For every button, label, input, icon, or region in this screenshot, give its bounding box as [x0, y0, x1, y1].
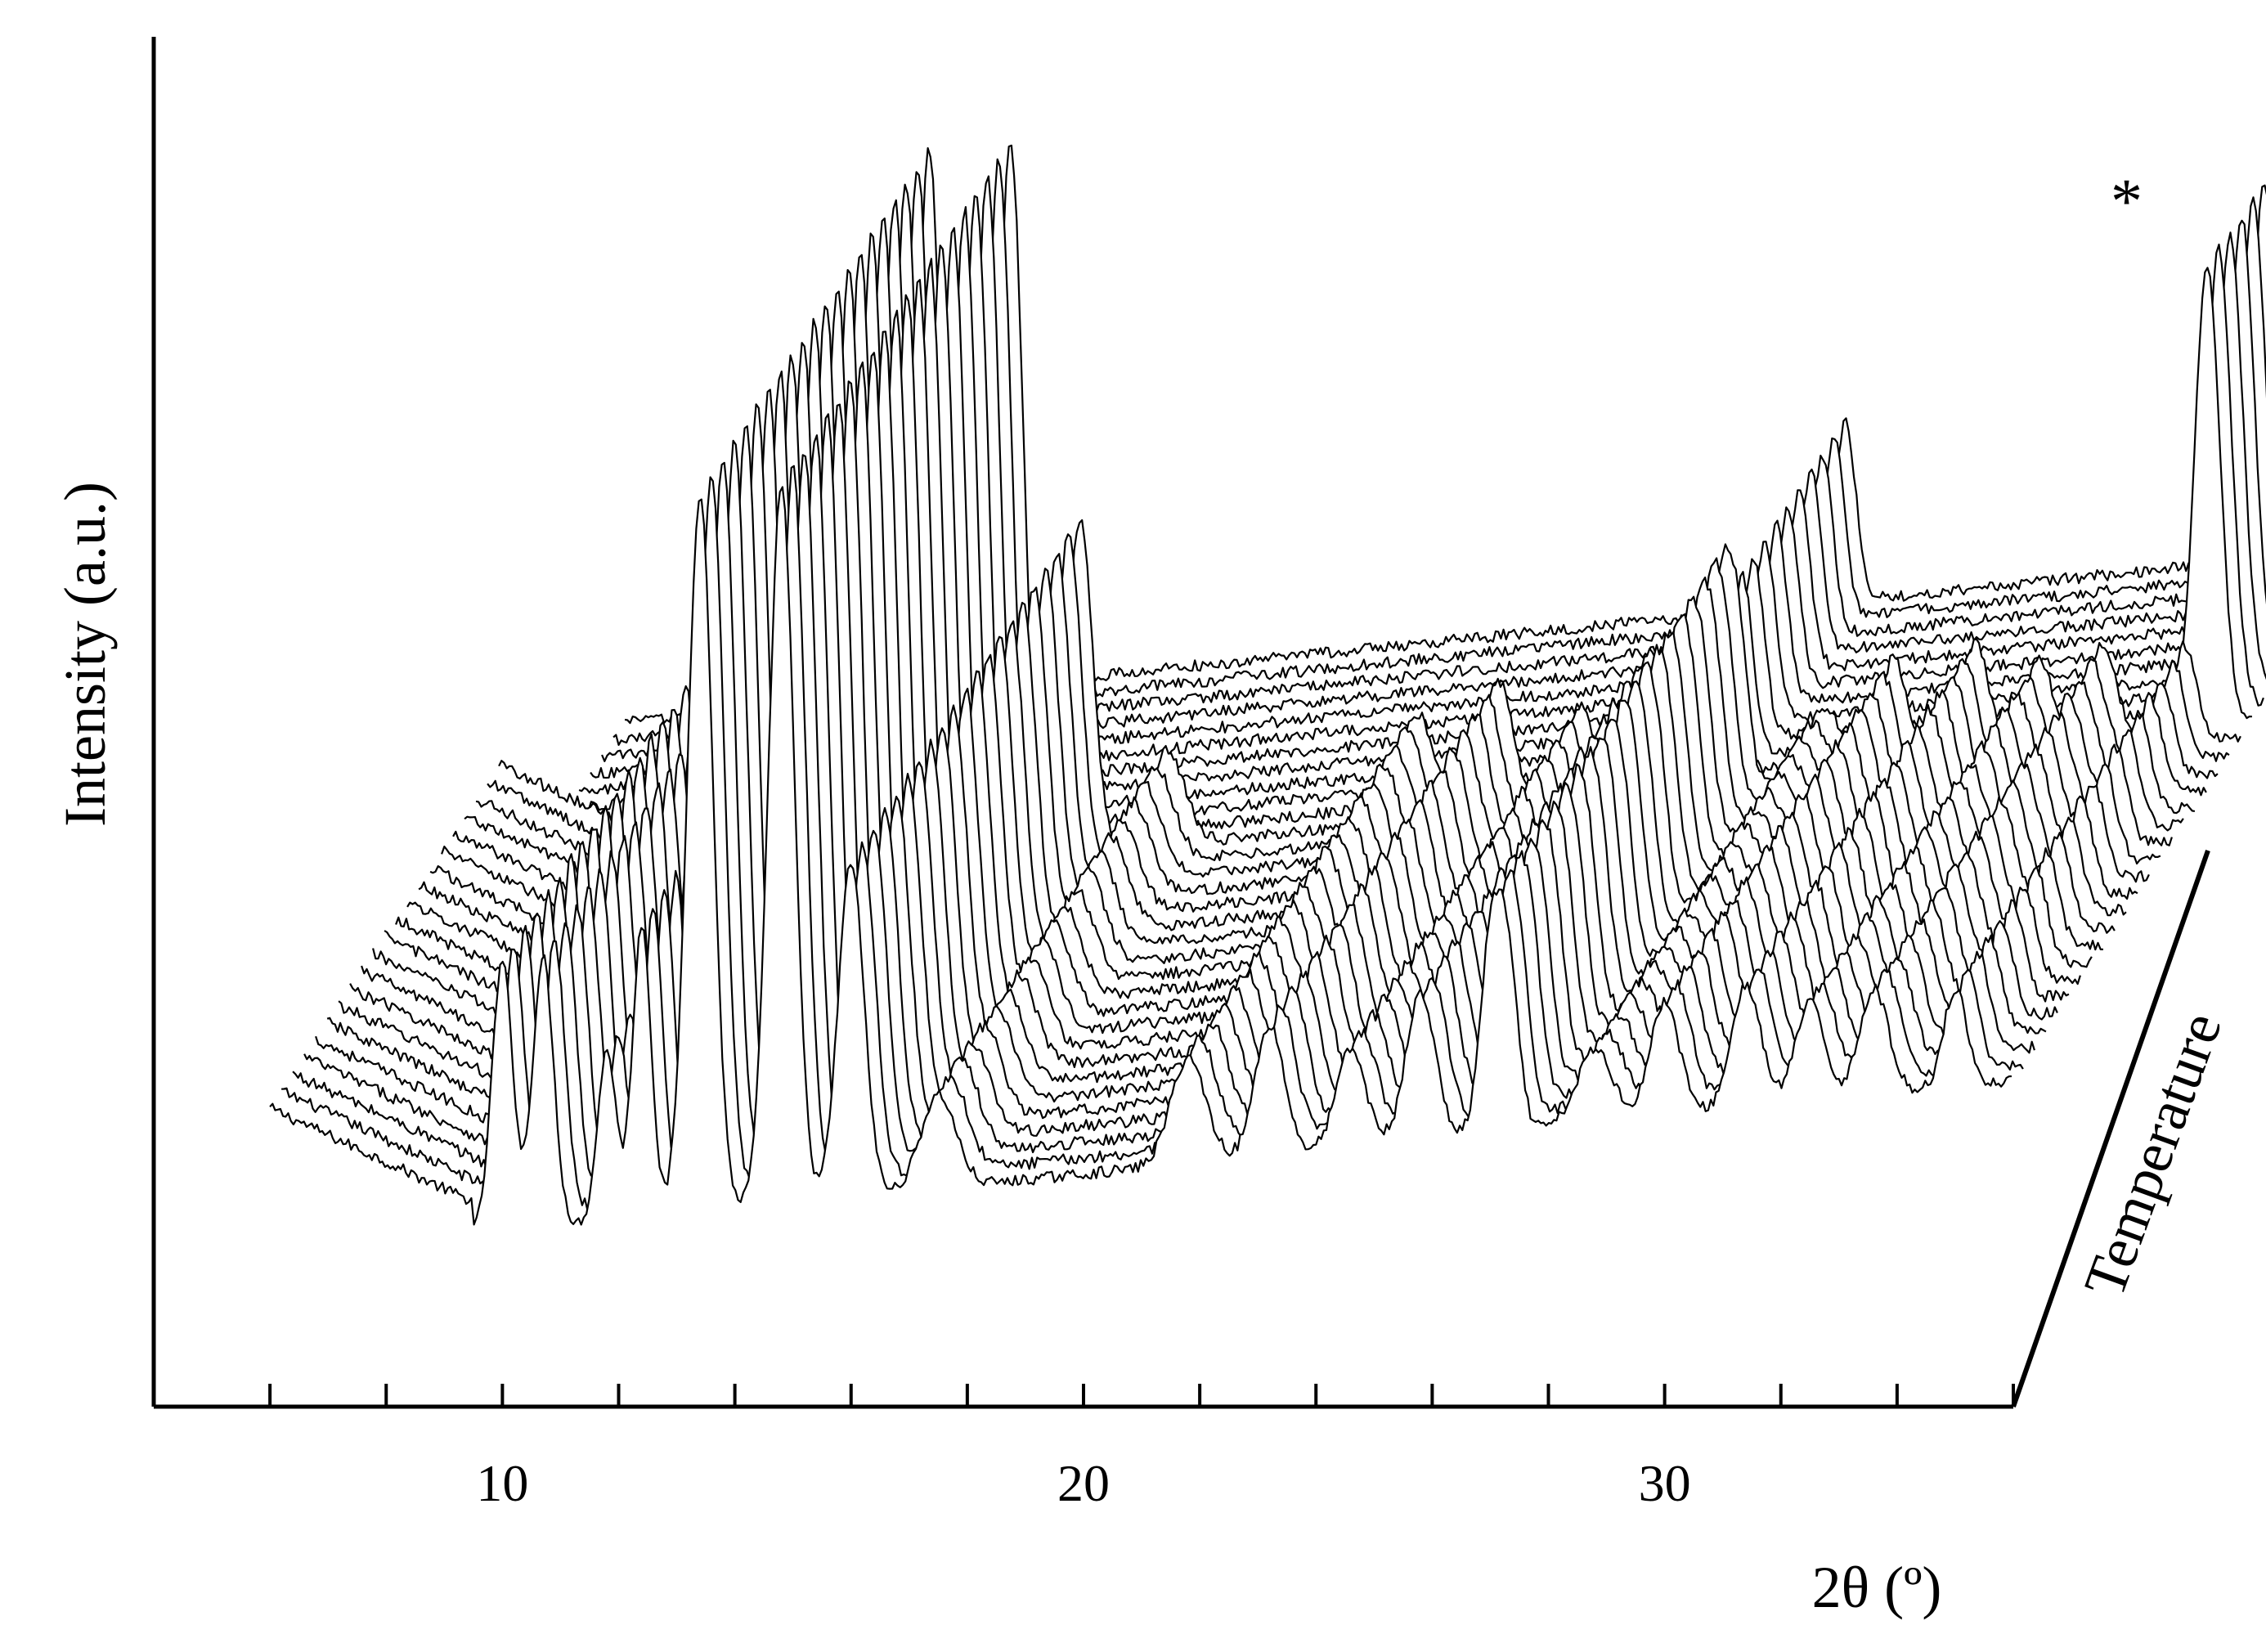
xrd-pattern-line	[269, 486, 2012, 1226]
x-tick-label: 20	[1057, 1454, 1110, 1512]
peak-annotation-asterisk: *	[2111, 165, 2143, 236]
x-tick-label: 30	[1639, 1454, 1691, 1512]
y-axis-title: Intensity (a.u.)	[52, 482, 118, 827]
temperature-axis-line	[2011, 850, 2210, 1407]
patterns-layer	[269, 144, 2266, 1636]
x-axis-title: 2θ (º)	[1812, 1555, 1942, 1620]
x-tick-label: 10	[476, 1454, 528, 1512]
pattern-occluder	[270, 487, 2012, 1636]
x-tick-labels-layer: 10 20 30	[476, 1454, 1690, 1512]
x-ticks-layer	[268, 1384, 2015, 1407]
